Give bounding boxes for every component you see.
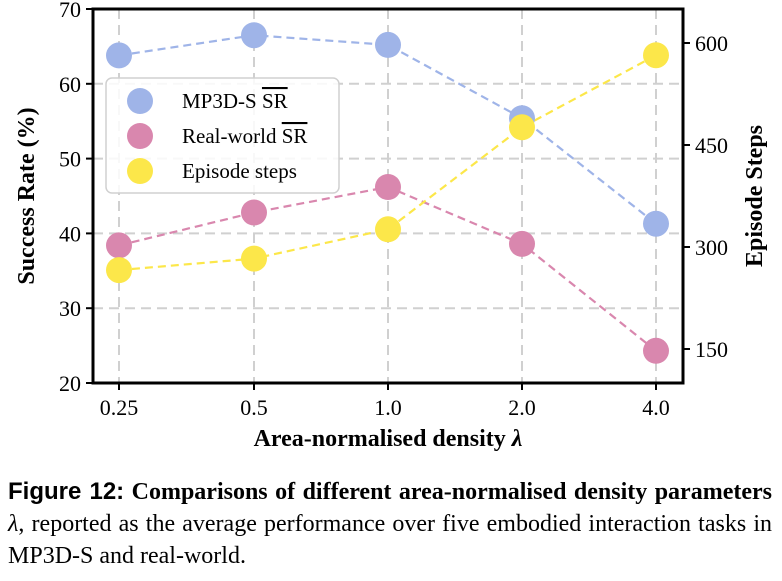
x-tick-label: 4.0 xyxy=(642,395,670,420)
x-axis-label-lambda: λ xyxy=(511,426,523,452)
series-line-0 xyxy=(118,34,657,225)
x-axis-label: Area-normalised density λ xyxy=(254,426,523,452)
legend-marker xyxy=(127,123,153,149)
caption-label: Figure 12: xyxy=(8,478,125,505)
data-point-series-0 xyxy=(241,22,267,49)
y-tick-label: 40 xyxy=(59,221,81,246)
legend: MP3D-S SR Real-world SR Episode steps xyxy=(105,77,340,194)
y2-tick-label: 600 xyxy=(695,31,728,56)
x-tick-label: 2.0 xyxy=(508,395,536,420)
y2-tick-label: 300 xyxy=(695,235,728,260)
data-point-series-2 xyxy=(375,216,401,243)
data-point-series-1 xyxy=(106,232,132,259)
y-tick-label: 20 xyxy=(59,371,81,396)
legend-marker xyxy=(127,158,153,184)
data-point-series-1 xyxy=(509,230,535,257)
y-tick-label: 70 xyxy=(59,0,81,22)
data-point-series-1 xyxy=(241,199,267,226)
legend-label-metric: SR xyxy=(262,89,288,113)
legend-marker xyxy=(127,88,153,114)
legend-label-metric: SR xyxy=(282,124,308,148)
y-axis-label: Success Rate (%) xyxy=(14,107,40,284)
data-point-series-1 xyxy=(643,337,669,364)
data-point-series-2 xyxy=(241,245,267,272)
x-tick-label: 0.5 xyxy=(240,395,268,420)
y2-tick-label: 450 xyxy=(695,133,728,158)
y2-axis-label: Episode Steps xyxy=(742,125,768,267)
y-tick-label: 60 xyxy=(59,72,81,97)
data-point-series-1 xyxy=(375,174,401,200)
y-tick-label: 50 xyxy=(59,147,81,172)
series-points xyxy=(106,22,669,364)
caption-title: Comparisons of different area-normalised… xyxy=(131,479,772,505)
data-point-series-2 xyxy=(106,257,132,284)
legend-label: MP3D-S SR xyxy=(182,89,288,113)
chart: 0.25 0.5 1.0 2.0 4.0 20 30 40 50 60 70 150 300 450 600… xyxy=(14,0,768,452)
x-tick-label: 0.25 xyxy=(100,395,139,420)
legend-label: Episode steps xyxy=(182,159,297,183)
caption-lambda: λ xyxy=(8,511,19,537)
axis-ticks: 0.25 0.5 1.0 2.0 4.0 20 30 40 50 60 70 150 300 450 600 xyxy=(59,0,728,420)
legend-label: Real-world SR xyxy=(182,124,307,148)
data-point-series-2 xyxy=(509,114,535,141)
data-point-series-2 xyxy=(643,42,669,69)
data-point-series-0 xyxy=(106,42,132,69)
data-point-series-0 xyxy=(643,210,669,237)
x-tick-label: 1.0 xyxy=(374,395,402,420)
y2-tick-label: 150 xyxy=(695,337,728,362)
figure-caption: Figure 12: Comparisons of different area… xyxy=(8,476,772,572)
caption-rest: , reported as the average performance ov… xyxy=(8,511,772,569)
y-tick-label: 30 xyxy=(59,296,81,321)
legend-box xyxy=(105,77,340,194)
data-point-series-0 xyxy=(375,31,401,58)
